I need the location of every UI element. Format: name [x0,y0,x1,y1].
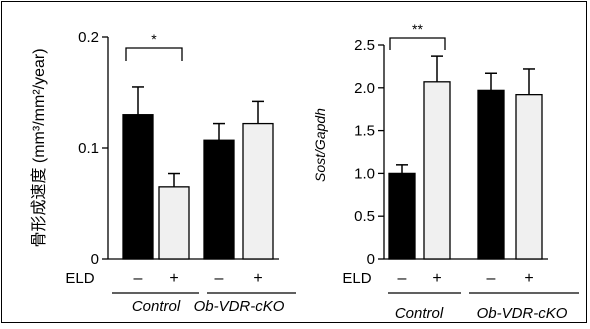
y-tick-label: 2.0 [354,80,375,97]
significance-bracket [125,47,183,61]
group-label: Control [132,298,181,315]
bar [423,81,451,260]
treatment-label: ELD [342,270,371,287]
eld-sign: – [487,270,496,287]
bar [515,93,543,260]
y-tick-label: 1.5 [354,123,375,140]
y-tick-label: 0.2 [78,29,99,46]
y-tick-label: 0 [367,251,375,268]
bar [242,122,274,260]
eld-sign: – [215,270,224,287]
y-axis-label: Sost/Gapdh [312,108,328,182]
group-label: Ob-VDR-cKO [194,298,285,315]
bar [203,139,235,260]
group-label: Control [395,305,444,322]
y-tick-label: 0 [91,251,99,268]
eld-sign: + [169,270,178,287]
significance-bracket [389,37,446,50]
y-tick-label: 0.1 [78,140,99,157]
bar [477,89,505,260]
treatment-label: ELD [65,270,94,287]
bar [158,186,190,260]
eld-sign: + [524,270,533,287]
eld-sign: – [398,270,407,287]
eld-sign: + [432,270,441,287]
significance-label: ** [412,21,423,37]
eld-sign: – [134,270,143,287]
group-label: Ob-VDR-cKO [477,305,568,322]
bar [122,114,154,260]
y-tick-label: 0.5 [354,208,375,225]
y-axis-label: 骨形成速度 (mm³/mm²/year) [30,48,48,247]
significance-label: * [151,31,157,47]
y-tick-label: 2.5 [354,37,375,54]
eld-sign: + [253,270,262,287]
bar [388,172,416,260]
y-tick-label: 1.0 [354,165,375,182]
